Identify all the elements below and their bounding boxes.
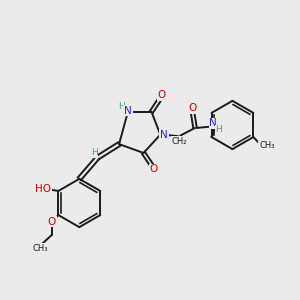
Text: CH₃: CH₃ xyxy=(259,141,274,150)
Text: O: O xyxy=(158,90,166,100)
Text: HO: HO xyxy=(35,184,51,194)
Text: CH₂: CH₂ xyxy=(172,137,187,146)
Text: N: N xyxy=(160,130,168,140)
Text: O: O xyxy=(149,164,158,174)
Text: N: N xyxy=(124,106,132,116)
Text: H: H xyxy=(91,148,98,157)
Text: H: H xyxy=(118,102,125,111)
Text: N: N xyxy=(209,118,217,128)
Text: O: O xyxy=(48,217,56,226)
Text: CH₃: CH₃ xyxy=(32,244,48,253)
Text: O: O xyxy=(188,103,196,113)
Text: H: H xyxy=(215,125,222,134)
